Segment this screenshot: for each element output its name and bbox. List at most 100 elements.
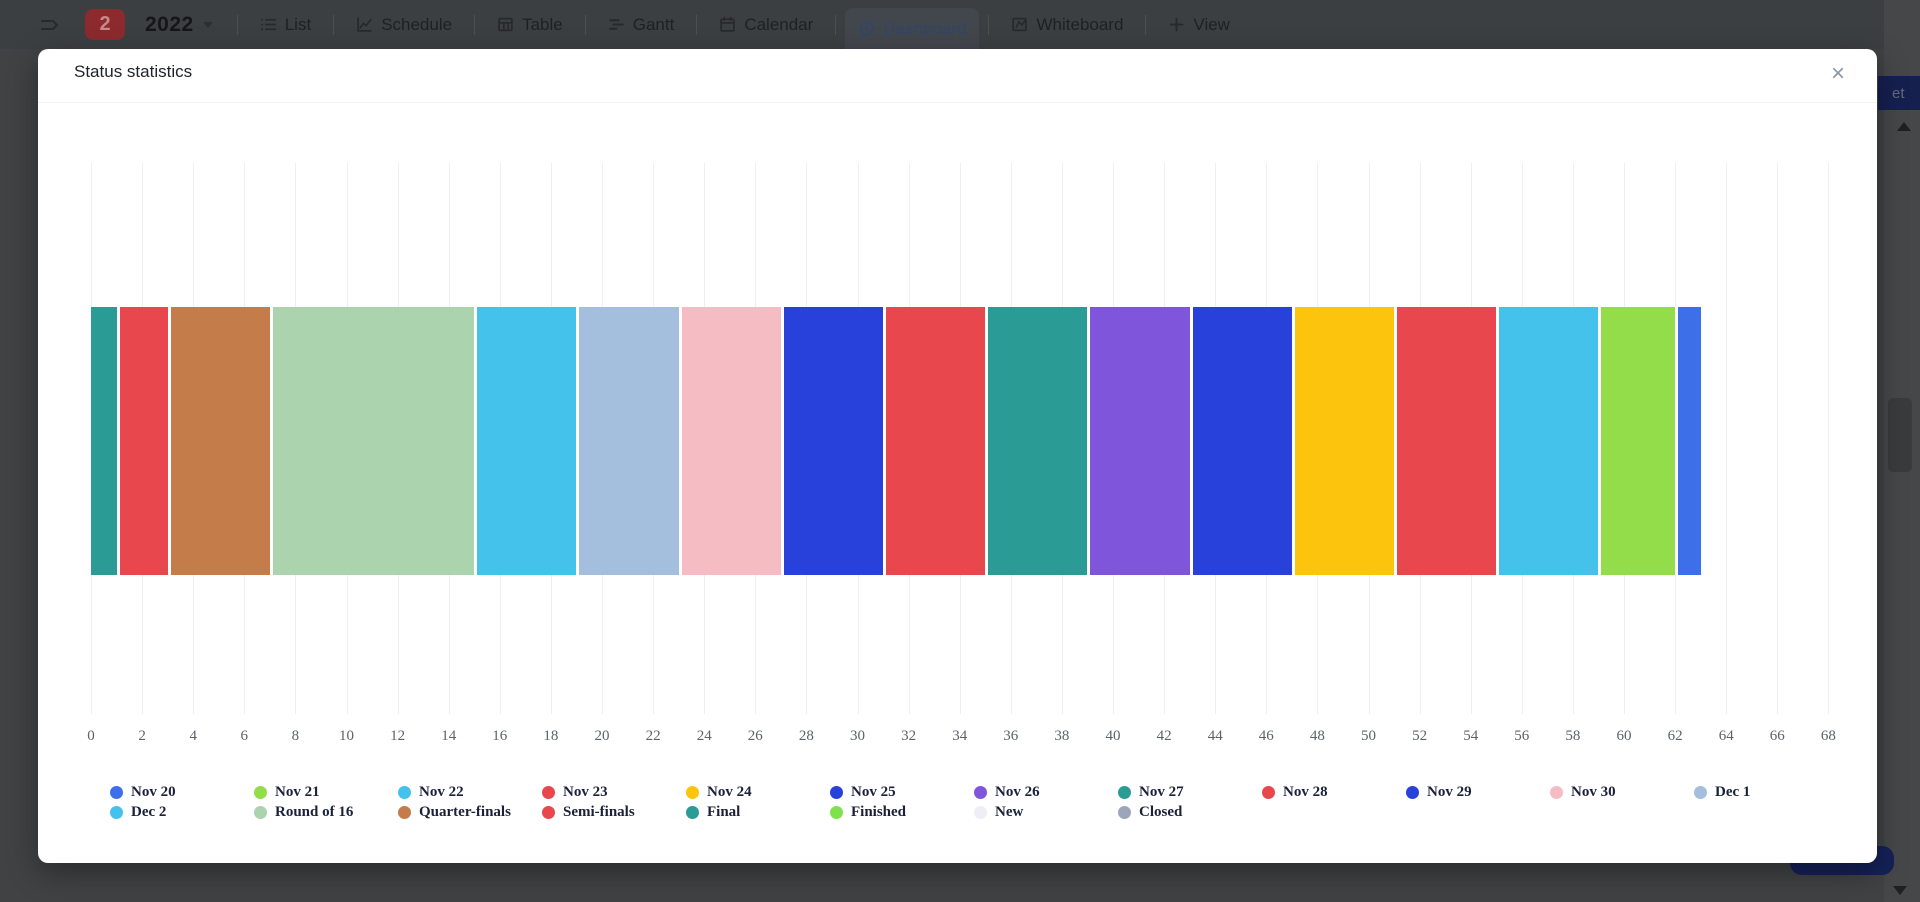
legend-color-dot bbox=[1118, 785, 1131, 799]
legend-item-final[interactable]: Final bbox=[686, 802, 830, 822]
board-title[interactable]: 2022 bbox=[145, 12, 194, 36]
legend-item-nov-24[interactable]: Nov 24 bbox=[686, 782, 830, 802]
bar-segment-nov-29[interactable] bbox=[780, 307, 884, 575]
legend-item-nov-30[interactable]: Nov 30 bbox=[1550, 782, 1694, 802]
x-tick-label: 26 bbox=[747, 728, 763, 744]
legend-color-dot bbox=[830, 785, 843, 799]
legend-item-finished[interactable]: Finished bbox=[830, 802, 974, 822]
hidden-button-partial[interactable]: et bbox=[1878, 76, 1920, 110]
legend-label: Nov 21 bbox=[275, 783, 320, 800]
scrollbar-thumb[interactable] bbox=[1888, 398, 1912, 472]
legend-label: Nov 28 bbox=[1283, 783, 1328, 800]
gridline bbox=[1777, 163, 1779, 714]
plus-icon bbox=[1168, 16, 1185, 33]
table-icon bbox=[497, 16, 514, 33]
scrollbar-up-arrow[interactable] bbox=[1897, 122, 1911, 131]
tab-list[interactable]: List bbox=[247, 15, 324, 35]
hidden-button-label: et bbox=[1892, 84, 1905, 102]
bar-segment-nov-26[interactable] bbox=[1087, 307, 1190, 575]
bar-segment-nov-28[interactable] bbox=[883, 307, 986, 575]
legend-label: Finished bbox=[851, 803, 907, 820]
x-tick-label: 6 bbox=[240, 728, 249, 744]
tab-label: List bbox=[284, 14, 312, 34]
scrollbar-down-arrow[interactable] bbox=[1893, 886, 1907, 895]
legend-color-dot bbox=[974, 805, 987, 819]
legend-item-quarter-finals[interactable]: Quarter-finals bbox=[398, 802, 542, 822]
tab-schedule[interactable]: Schedule bbox=[343, 15, 465, 35]
legend-item-nov-23[interactable]: Nov 23 bbox=[542, 782, 686, 802]
x-tick-label: 58 bbox=[1565, 728, 1581, 744]
legend-color-dot bbox=[686, 785, 699, 799]
legend-label: Dec 1 bbox=[1715, 783, 1751, 800]
add-view-button[interactable]: View bbox=[1155, 15, 1243, 35]
tab-whiteboard[interactable]: Whiteboard bbox=[998, 15, 1136, 35]
legend-item-closed[interactable]: Closed bbox=[1118, 802, 1262, 822]
modal-header: Status statistics × bbox=[38, 49, 1877, 103]
bar-segment-nov-21[interactable] bbox=[1598, 307, 1676, 575]
x-tick-label: 34 bbox=[952, 728, 968, 744]
x-tick-label: 2 bbox=[138, 728, 146, 744]
x-tick-label: 8 bbox=[291, 728, 300, 744]
legend-label: Nov 29 bbox=[1427, 783, 1472, 800]
tab-calendar[interactable]: Calendar bbox=[706, 15, 826, 35]
legend-item-nov-25[interactable]: Nov 25 bbox=[830, 782, 974, 802]
legend-item-semi-finals[interactable]: Semi-finals bbox=[542, 802, 686, 822]
notification-badge[interactable]: 2 bbox=[85, 9, 125, 40]
legend-label: Round of 16 bbox=[275, 803, 354, 820]
bar-segment-dec-1[interactable] bbox=[576, 307, 679, 575]
x-tick-label: 24 bbox=[696, 728, 712, 744]
bar-segment-nov-24[interactable] bbox=[1291, 307, 1395, 575]
chevron-down-icon[interactable] bbox=[202, 21, 213, 28]
bar-segment-nov-20[interactable] bbox=[1675, 307, 1701, 575]
legend-item-nov-27[interactable]: Nov 27 bbox=[1118, 782, 1262, 802]
toolbar-divider bbox=[333, 14, 335, 35]
tab-label: Dashboard bbox=[883, 18, 967, 38]
legend-color-dot bbox=[974, 785, 987, 799]
toolbar-divider bbox=[696, 14, 698, 35]
x-tick-label: 28 bbox=[798, 728, 814, 744]
x-tick-label: 10 bbox=[339, 728, 354, 744]
legend-item-nov-20[interactable]: Nov 20 bbox=[110, 782, 254, 802]
close-icon[interactable]: × bbox=[1830, 60, 1845, 87]
bar-segment-nov-22[interactable] bbox=[1496, 307, 1599, 575]
chart-legend: Nov 20 Nov 21 Nov 22 Nov 23 Nov 24 Nov 25 Nov … bbox=[110, 782, 1838, 822]
bar-segment-round-of-16[interactable] bbox=[269, 307, 475, 575]
x-tick-label: 44 bbox=[1207, 728, 1223, 744]
legend-item-nov-21[interactable]: Nov 21 bbox=[254, 782, 398, 802]
legend-label: Nov 27 bbox=[1139, 783, 1184, 800]
toolbar-divider bbox=[988, 14, 990, 35]
legend-item-new[interactable]: New bbox=[974, 802, 1118, 822]
legend-color-dot bbox=[1550, 785, 1563, 799]
bar-segment-nov-25[interactable] bbox=[1189, 307, 1292, 575]
x-tick-label: 66 bbox=[1769, 728, 1785, 744]
bar-segment-dec-2[interactable] bbox=[474, 307, 577, 575]
bar-segment-semi-finals[interactable] bbox=[116, 307, 168, 575]
legend-color-dot bbox=[110, 785, 123, 799]
bar-segment-nov-30[interactable] bbox=[678, 307, 781, 575]
bar-segment-final[interactable] bbox=[91, 307, 117, 575]
tab-dashboard[interactable]: Dashboard bbox=[845, 8, 980, 49]
legend-label: Nov 26 bbox=[995, 783, 1040, 800]
toolbar-divider bbox=[1145, 14, 1147, 35]
legend-item-nov-26[interactable]: Nov 26 bbox=[974, 782, 1118, 802]
bar-segment-quarter-finals[interactable] bbox=[167, 307, 270, 575]
x-tick-label: 56 bbox=[1514, 728, 1530, 744]
legend-color-dot bbox=[1694, 785, 1707, 799]
tab-gantt[interactable]: Gantt bbox=[595, 15, 688, 35]
legend-item-nov-29[interactable]: Nov 29 bbox=[1406, 782, 1550, 802]
x-tick-label: 22 bbox=[645, 728, 661, 744]
list-icon bbox=[260, 16, 277, 33]
bar-segment-nov-23[interactable] bbox=[1394, 307, 1497, 575]
legend-item-round-of-16[interactable]: Round of 16 bbox=[254, 802, 398, 822]
legend-item-nov-22[interactable]: Nov 22 bbox=[398, 782, 542, 802]
x-tick-label: 14 bbox=[441, 728, 457, 744]
legend-item-dec-1[interactable]: Dec 1 bbox=[1694, 782, 1838, 802]
legend-item-dec-2[interactable]: Dec 2 bbox=[110, 802, 254, 822]
bar-segment-nov-27[interactable] bbox=[985, 307, 1088, 575]
legend-color-dot bbox=[398, 805, 411, 819]
legend-color-dot bbox=[110, 805, 123, 819]
legend-item-nov-28[interactable]: Nov 28 bbox=[1262, 782, 1406, 802]
legend-color-dot bbox=[398, 785, 411, 799]
tab-table[interactable]: Table bbox=[484, 15, 576, 35]
sidebar-toggle-icon[interactable] bbox=[40, 17, 60, 33]
